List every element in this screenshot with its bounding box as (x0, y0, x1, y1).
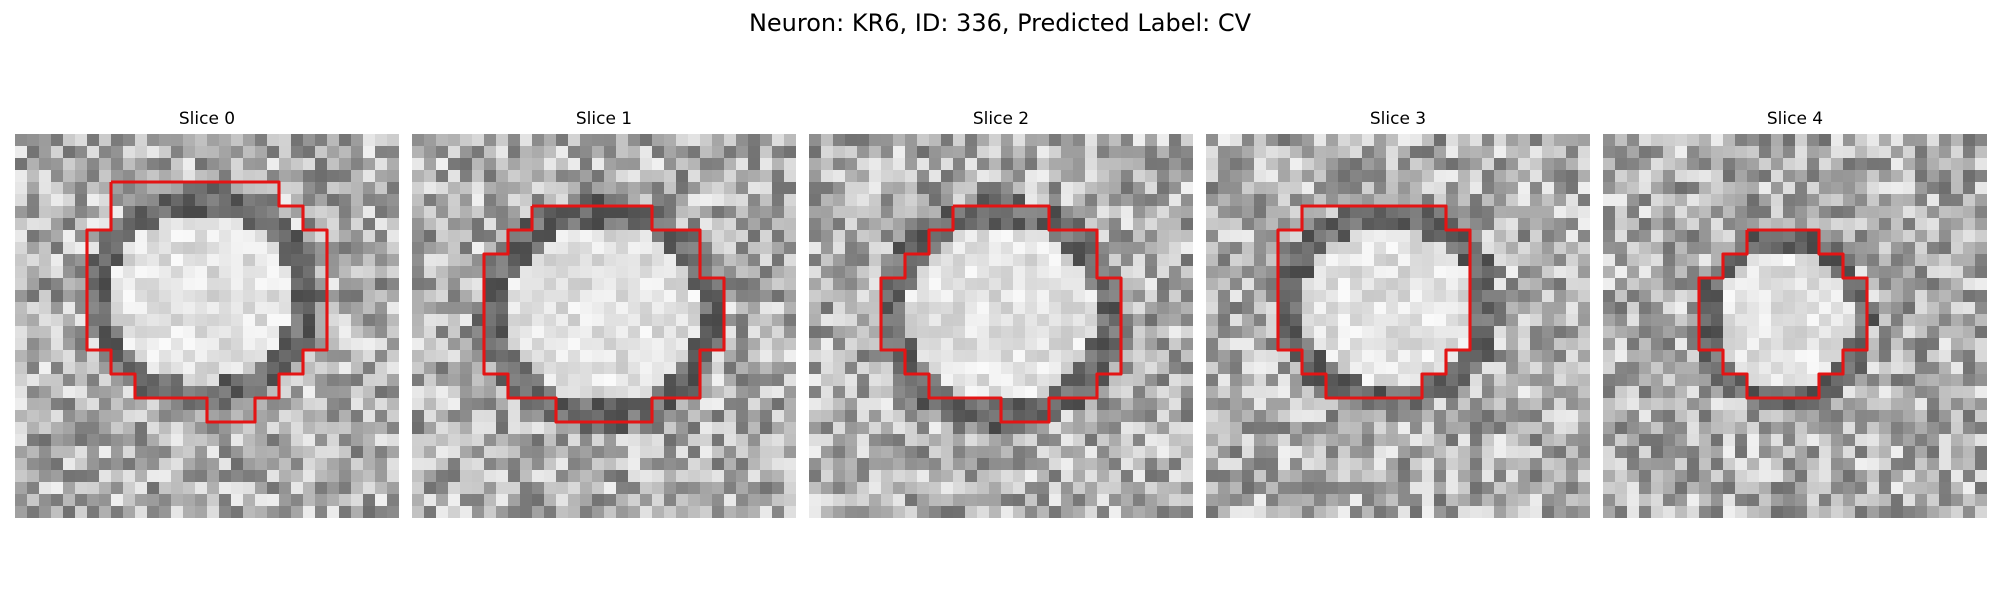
micrograph-texture (809, 134, 1193, 518)
segmentation-contour (879, 204, 1123, 424)
slice-panel-1: Slice 1 (412, 108, 796, 518)
slice-title: Slice 0 (178, 109, 236, 129)
micrograph-texture (1603, 134, 1987, 518)
segmentation-contour (1276, 204, 1472, 400)
slice-image (809, 134, 1193, 518)
micrograph-texture (412, 134, 796, 518)
slice-panel-0: Slice 0 (15, 108, 399, 518)
slice-image (15, 134, 399, 518)
slice-panel-2: Slice 2 (809, 108, 1193, 518)
segmentation-contour (85, 180, 329, 424)
slice-image (1603, 134, 1987, 518)
slice-panel-3: Slice 3 (1206, 108, 1590, 518)
segmentation-contour (482, 204, 726, 424)
micrograph-texture (1206, 134, 1590, 518)
slice-image (1206, 134, 1590, 518)
figure-title: Neuron: KR6, ID: 336, Predicted Label: C… (748, 9, 1252, 37)
slice-title: Slice 2 (972, 109, 1030, 129)
micrograph-texture (15, 134, 399, 518)
slice-title: Slice 1 (575, 109, 633, 129)
slice-title: Slice 3 (1369, 109, 1427, 129)
slice-title: Slice 4 (1766, 109, 1824, 129)
slice-panel-4: Slice 4 (1603, 108, 1987, 518)
slice-image (412, 134, 796, 518)
segmentation-contour (1697, 228, 1869, 400)
